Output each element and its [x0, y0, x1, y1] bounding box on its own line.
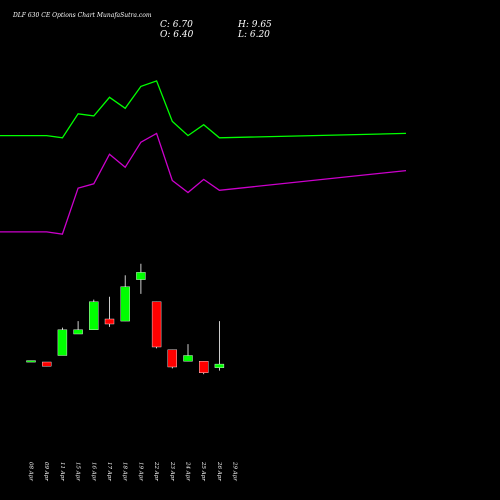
x-tick-label: 09 Apr [43, 462, 49, 481]
x-tick-label: 23 Apr [169, 461, 175, 481]
low-value: L: 6.20 [238, 30, 270, 40]
open-value: O: 6.40 [160, 30, 194, 40]
candle-body-up [57, 329, 68, 356]
x-tick-label: 17 Apr [106, 462, 112, 481]
candle-body-down [167, 349, 178, 368]
x-tick-label: 15 Apr [75, 462, 81, 481]
x-tick-label: 08 Apr [28, 462, 34, 481]
indicator-line-2 [0, 132, 407, 235]
candle-body-down [198, 361, 209, 373]
close-value: C: 6.70 [160, 20, 193, 30]
x-tick-label: 18 Apr [122, 462, 128, 481]
x-tick-label: 26 Apr [216, 461, 222, 481]
candle-body-down [42, 361, 52, 367]
chart-title: DLF 630 CE Options Chart MunafaSutra.com [13, 12, 152, 19]
x-tick-label: 24 Apr [185, 461, 191, 481]
candle-body-up [120, 286, 130, 322]
high-value: H: 9.65 [238, 20, 272, 30]
x-tick-label: 22 Apr [153, 461, 159, 481]
x-tick-label: 11 Apr [59, 462, 65, 481]
candle-body-up [136, 272, 146, 280]
candle-body-up [73, 329, 83, 335]
x-tick-label: 19 Apr [137, 462, 143, 481]
indicator-line-1 [0, 80, 407, 139]
candle-body-up [183, 355, 193, 362]
x-tick-label: 16 Apr [90, 462, 96, 481]
candle-body-down [151, 301, 162, 348]
candle-body-up [214, 363, 225, 368]
x-tick-label: 29 Apr [232, 461, 238, 481]
candle-body-up [89, 301, 99, 330]
x-tick-label: 25 Apr [200, 461, 206, 481]
candle-body-down [104, 318, 115, 325]
candle-body-up [26, 360, 36, 363]
